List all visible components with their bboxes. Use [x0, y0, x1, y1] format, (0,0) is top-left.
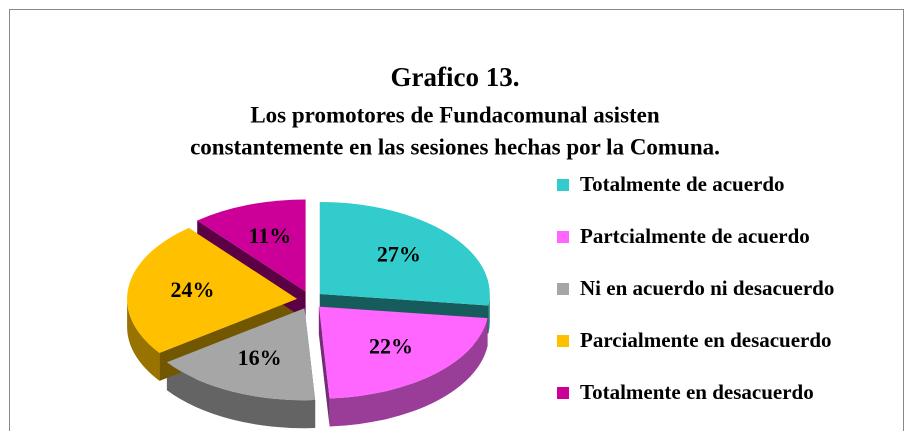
legend-swatch — [557, 283, 569, 295]
legend-label: Totalmente en desacuerdo — [580, 380, 814, 404]
data-label: 24% — [171, 277, 215, 302]
slice-wall — [318, 306, 330, 427]
data-label: 16% — [238, 345, 282, 370]
pie-slice — [127, 227, 298, 353]
slice-side — [166, 362, 316, 429]
legend-label: Parcialmente en desacuerdo — [580, 328, 832, 352]
legend-swatch — [557, 387, 569, 399]
pie-slice — [166, 308, 316, 401]
legend-label: Ni en acuerdo ni desacuerdo — [580, 276, 834, 300]
data-label: 11% — [248, 223, 291, 248]
slice-side — [488, 293, 490, 334]
layer: 27% 22% 16% 24% 11% — [171, 223, 421, 370]
pie-slice — [318, 306, 488, 399]
chart-subtitle: constantemente en las sesiones hechas po… — [190, 134, 720, 159]
legend-swatch — [557, 231, 569, 243]
chart-title: Grafico 13. — [391, 62, 520, 92]
legend-label: Partcialmente de acuerdo — [580, 224, 810, 248]
data-label: 22% — [369, 333, 413, 358]
pie-slice — [197, 199, 306, 292]
slice-side — [329, 318, 488, 427]
layer — [127, 199, 490, 401]
pie-slice — [319, 201, 490, 306]
data-label: 27% — [377, 241, 421, 266]
slice-side — [127, 298, 160, 381]
legend-label: Totalmente de acuerdo — [580, 172, 785, 196]
legend-swatch — [557, 335, 569, 347]
legend-swatch — [557, 179, 569, 191]
chart-subtitle: Los promotores de Fundacomunal asisten — [250, 102, 660, 127]
